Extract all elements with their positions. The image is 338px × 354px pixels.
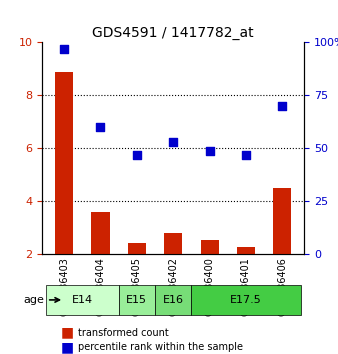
Bar bbox=[164, 233, 182, 255]
Bar bbox=[273, 188, 291, 255]
Text: ■: ■ bbox=[61, 340, 74, 354]
Bar bbox=[55, 72, 73, 255]
Point bbox=[170, 139, 176, 145]
Point bbox=[62, 46, 67, 52]
Bar bbox=[237, 246, 255, 255]
FancyBboxPatch shape bbox=[155, 285, 191, 315]
Point bbox=[98, 125, 103, 130]
Text: age: age bbox=[23, 295, 59, 305]
Point bbox=[207, 148, 212, 153]
Point bbox=[134, 152, 140, 158]
Text: transformed count: transformed count bbox=[78, 328, 168, 338]
Title: GDS4591 / 1417782_at: GDS4591 / 1417782_at bbox=[92, 26, 254, 40]
FancyBboxPatch shape bbox=[119, 285, 155, 315]
Text: ■: ■ bbox=[61, 326, 74, 340]
Text: E16: E16 bbox=[163, 295, 184, 305]
Point bbox=[243, 152, 249, 158]
Text: E15: E15 bbox=[126, 295, 147, 305]
Bar bbox=[91, 212, 110, 255]
Text: E14: E14 bbox=[72, 295, 93, 305]
Bar bbox=[200, 240, 219, 255]
FancyBboxPatch shape bbox=[46, 285, 119, 315]
Text: E17.5: E17.5 bbox=[230, 295, 262, 305]
Text: percentile rank within the sample: percentile rank within the sample bbox=[78, 342, 243, 352]
Point bbox=[280, 103, 285, 109]
FancyBboxPatch shape bbox=[191, 285, 300, 315]
Bar bbox=[128, 242, 146, 255]
